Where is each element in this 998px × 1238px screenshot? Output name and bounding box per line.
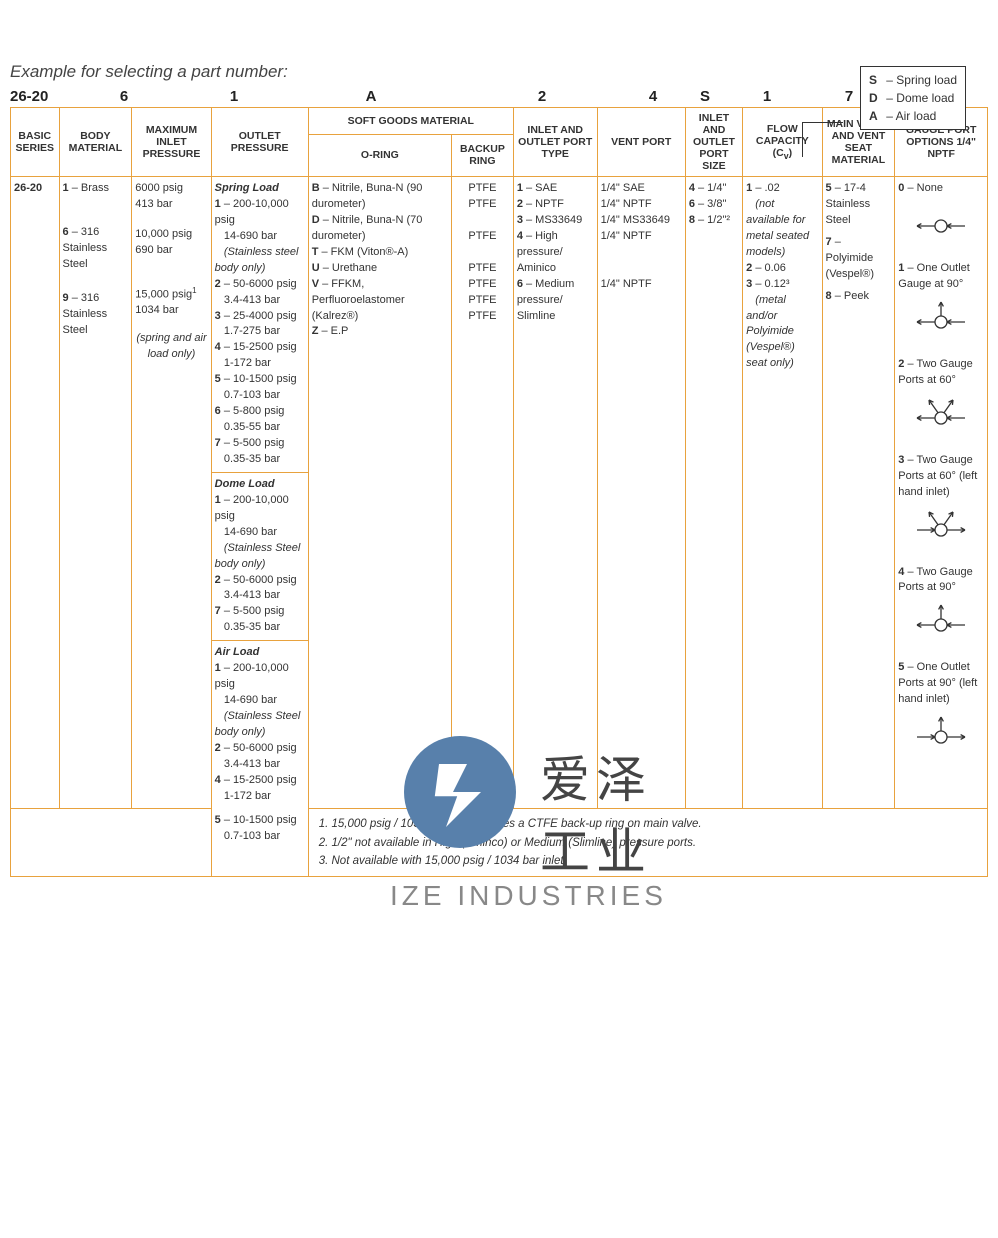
header-backup-ring: BACKUP RING xyxy=(452,134,514,176)
header-vent-port: VENT PORT xyxy=(597,108,685,177)
cell-seat-material: 5 – 17-4 Stainless Steel7 – Polyimide (V… xyxy=(822,177,895,809)
header-basic-series: BASIC SERIES xyxy=(11,108,60,177)
legend-label: Air load xyxy=(896,109,937,123)
cell-backup-ring: PTFEPTFE PTFE PTFEPTFEPTFEPTFE xyxy=(452,177,514,809)
header-outlet-pressure: OUTLET PRESSURE xyxy=(211,108,308,177)
example-seg: A xyxy=(279,88,463,105)
cell-outlet-air: Air Load1 – 200-10,000 psig 14-690 bar (… xyxy=(211,641,308,809)
example-seg: 2 xyxy=(463,88,621,105)
header-port-size: INLET AND OUTLET PORT SIZE xyxy=(685,108,742,177)
footnote: 2. 1/2" not available in High (Aminco) o… xyxy=(319,834,977,852)
example-part-number-row: 26-20 6 1 A 2 4 S 1 7 0 xyxy=(10,88,988,105)
legend-label: Spring load xyxy=(896,73,957,87)
cell-outlet-dome: Dome Load1 – 200-10,000 psig 14-690 bar … xyxy=(211,472,308,640)
cell-oring: B – Nitrile, Buna-N (90 durometer)D – Ni… xyxy=(308,177,451,809)
cell-body-material: 1 – Brass 6 – 316 Stainless Steel 9 – 31… xyxy=(59,177,132,809)
header-oring: O-RING xyxy=(308,134,451,176)
legend-code: D xyxy=(869,89,883,107)
cell-outlet-spring: Spring Load1 – 200-10,000 psig 14-690 ba… xyxy=(211,177,308,473)
cell-basic-series: 26-20 xyxy=(11,177,60,809)
cell-outlet-air-cont: 5 – 10-1500 psig 0.7-103 bar xyxy=(211,809,308,877)
cell-max-inlet-pressure: 6000 psig413 bar 10,000 psig690 bar 15,0… xyxy=(132,177,211,809)
legend-connector-line xyxy=(803,122,843,123)
header-flow-capacity: FLOW CAPACITY (Cv) xyxy=(743,108,822,177)
watermark-en: IZE INDUSTRIES xyxy=(390,880,667,912)
legend-connector-line xyxy=(802,122,803,157)
header-soft-goods: SOFT GOODS MATERIAL xyxy=(308,108,513,135)
example-seg: 26-20 xyxy=(10,88,59,105)
legend-code: S xyxy=(869,71,883,89)
example-title: Example for selecting a part number: xyxy=(10,62,988,82)
footnote: 1. 15,000 psig / 1034 bar inlet requires… xyxy=(319,815,977,833)
cell-gauge-options: 0 – None1 – One Outlet Gauge at 90°2 – T… xyxy=(895,177,988,809)
part-number-selection-table: BASIC SERIES BODY MATERIAL MAXIMUM INLET… xyxy=(10,107,988,877)
footnote: 3. Not available with 15,000 psig / 1034… xyxy=(319,852,977,870)
cell-vent-port: 1/4" SAE1/4" NPTF1/4" MS336491/4" NPTF 1… xyxy=(597,177,685,809)
cell-port-type: 1 – SAE2 – NPTF3 – MS336494 – High press… xyxy=(513,177,597,809)
example-seg: 1 xyxy=(725,88,809,105)
header-max-inlet-pressure: MAXIMUM INLET PRESSURE xyxy=(132,108,211,177)
load-type-legend: S – Spring load D – Dome load A – Air lo… xyxy=(860,66,966,130)
footnotes-box: 1. 15,000 psig / 1034 bar inlet requires… xyxy=(309,809,987,876)
example-seg: 6 xyxy=(59,88,189,105)
header-port-type: INLET AND OUTLET PORT TYPE xyxy=(513,108,597,177)
example-seg: 4 xyxy=(621,88,685,105)
example-seg-s: S xyxy=(685,88,725,105)
example-seg: 1 xyxy=(189,88,279,105)
header-body-material: BODY MATERIAL xyxy=(59,108,132,177)
legend-label: Dome load xyxy=(896,91,954,105)
cell-port-size: 4 – 1/4"6 – 3/8"8 – 1/2"² xyxy=(685,177,742,809)
cell-flow-capacity: 1 – .02 (not available for metal seated … xyxy=(743,177,822,809)
legend-code: A xyxy=(869,107,883,125)
